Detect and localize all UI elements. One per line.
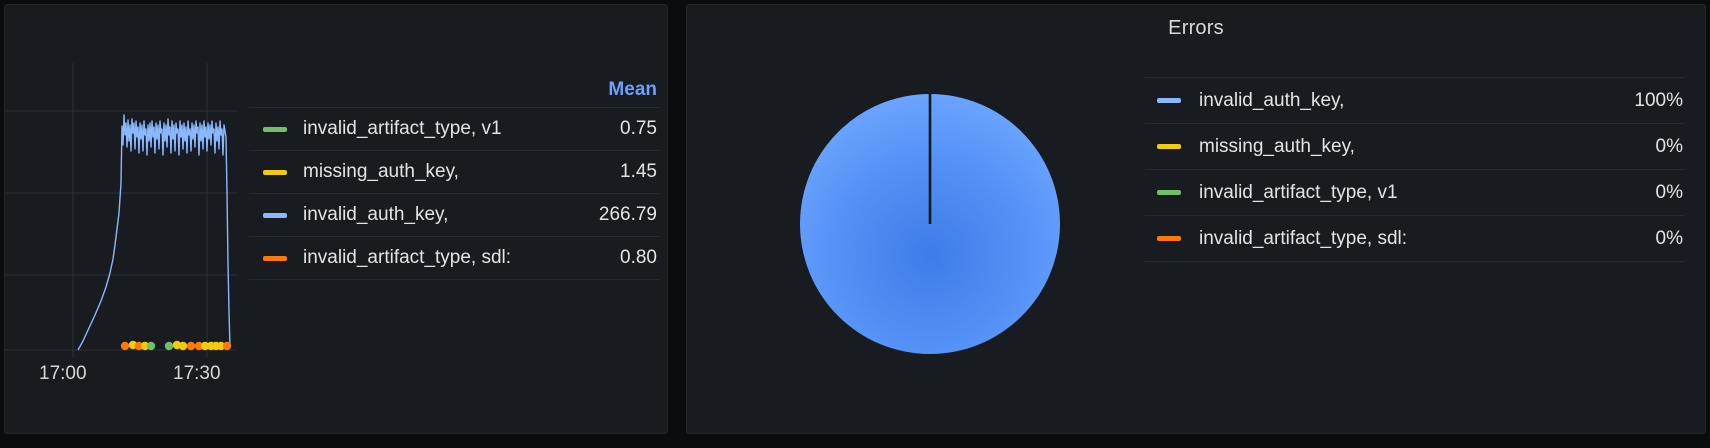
pie-chart-svg [800, 94, 1060, 354]
legend-series-value: 100% [1634, 89, 1683, 111]
grid-lines [5, 63, 237, 358]
legend-row[interactable]: invalid_artifact_type, v1 0% [1145, 169, 1685, 215]
legend-series-value: 0% [1655, 135, 1683, 157]
legend-row[interactable]: invalid_artifact_type, sdl: 0% [1145, 215, 1685, 262]
legend-row[interactable]: invalid_artifact_type, v1 0.75 [249, 107, 659, 150]
series-dot-markers [120, 340, 232, 351]
x-axis-tick-1: 17:30 [173, 363, 221, 384]
legend-header-mean[interactable]: Mean [608, 79, 657, 100]
legend-series-value: 0% [1655, 227, 1683, 249]
series-color-swatch-icon[interactable] [263, 126, 287, 132]
errors-pie-panel[interactable]: Errors invalid_auth_key, 100% [686, 4, 1706, 434]
series-color-swatch-icon[interactable] [263, 212, 287, 218]
errors-pie-chart[interactable] [797, 91, 1063, 357]
series-line-invalid-auth-key [77, 114, 231, 351]
legend-series-value: 266.79 [598, 204, 657, 225]
series-color-swatch-icon[interactable] [1157, 236, 1181, 241]
time-series-panel[interactable]: 17:00 17:30 Mean invalid_artifact_type, … [4, 4, 668, 434]
legend-row[interactable]: missing_auth_key, 1.45 [249, 150, 659, 193]
legend-row[interactable]: invalid_auth_key, 266.79 [249, 193, 659, 236]
time-series-svg [5, 63, 237, 358]
legend-series-label: invalid_artifact_type, v1 [303, 118, 502, 139]
legend-series-label: invalid_auth_key, [303, 204, 449, 225]
x-axis: 17:00 17:30 [5, 363, 245, 393]
series-color-swatch-icon[interactable] [1157, 98, 1181, 103]
legend-row[interactable]: invalid_artifact_type, sdl: 0.80 [249, 236, 659, 280]
legend-series-value: 1.45 [620, 161, 657, 182]
pie-legend-table[interactable]: invalid_auth_key, 100% missing_auth_key,… [1145, 77, 1685, 262]
legend-series-value: 0% [1655, 181, 1683, 203]
legend-series-label: missing_auth_key, [1199, 135, 1355, 157]
x-axis-tick-0: 17:00 [39, 363, 87, 384]
legend-header-row: Mean [249, 79, 659, 107]
time-series-graph[interactable] [5, 63, 237, 363]
legend-series-label: invalid_artifact_type, v1 [1199, 181, 1398, 203]
page-title: Errors [1168, 17, 1224, 39]
legend-series-value: 0.75 [620, 118, 657, 139]
series-color-swatch-icon[interactable] [263, 169, 287, 175]
series-color-swatch-icon[interactable] [1157, 144, 1181, 149]
legend-series-label: invalid_auth_key, [1199, 89, 1345, 111]
legend-row[interactable]: invalid_auth_key, 100% [1145, 77, 1685, 123]
legend-series-label: invalid_artifact_type, sdl: [1199, 227, 1408, 249]
legend-series-label: invalid_artifact_type, sdl: [303, 247, 512, 268]
legend-series-label: missing_auth_key, [303, 161, 459, 182]
legend-row[interactable]: missing_auth_key, 0% [1145, 123, 1685, 169]
legend-series-value: 0.80 [620, 247, 657, 268]
series-color-swatch-icon[interactable] [1157, 190, 1181, 195]
legend-table[interactable]: Mean invalid_artifact_type, v1 0.75 miss… [249, 79, 659, 280]
series-color-swatch-icon[interactable] [263, 255, 287, 261]
